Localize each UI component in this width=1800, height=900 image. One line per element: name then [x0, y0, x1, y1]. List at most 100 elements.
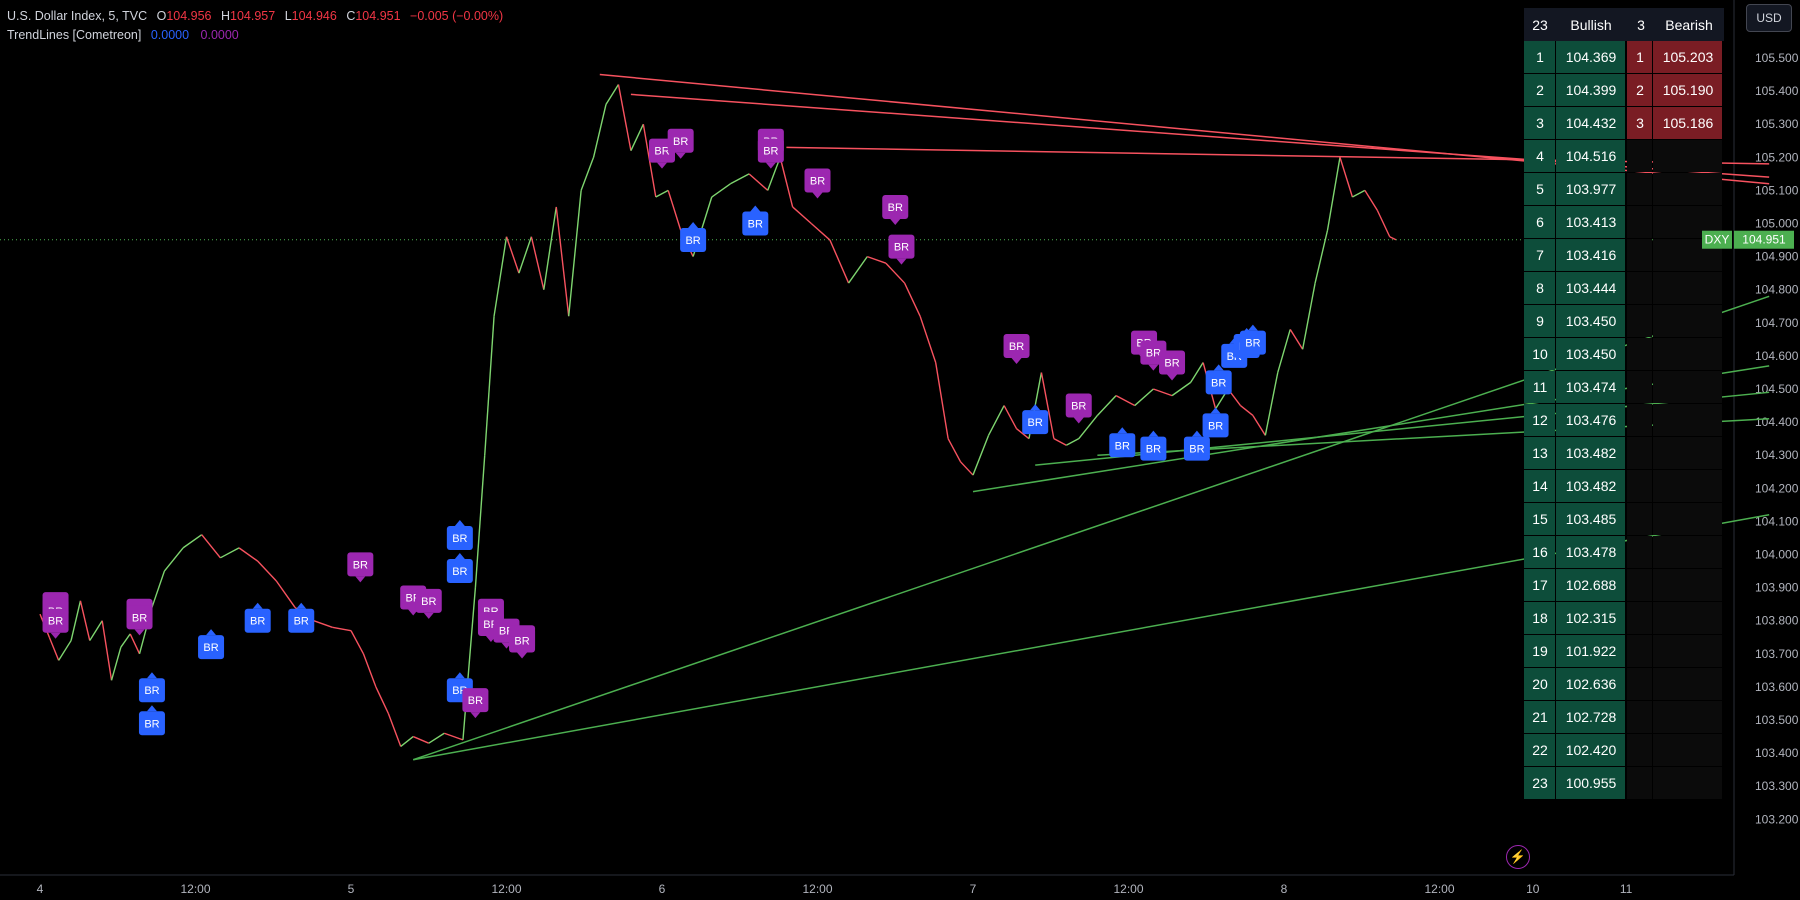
br-marker-label: BR [888, 202, 903, 214]
br-bearish-marker[interactable]: BR [509, 628, 536, 659]
bull-index: 14 [1532, 478, 1548, 494]
br-marker-pointer [1210, 407, 1221, 414]
bear-value-cell [1653, 338, 1722, 370]
br-bullish-marker[interactable]: BR [1205, 364, 1232, 395]
bear-index: 1 [1636, 49, 1644, 65]
bull-index-cell [1524, 734, 1555, 766]
bull-value-cell [1556, 767, 1625, 799]
br-bearish-marker[interactable]: BR [347, 552, 374, 583]
bull-index: 18 [1532, 610, 1548, 626]
br-bullish-marker[interactable]: BR [742, 205, 769, 236]
price-segment [220, 547, 240, 559]
br-bullish-marker[interactable]: BR [1109, 427, 1136, 458]
price-segment [1364, 190, 1378, 211]
price-segment [484, 316, 495, 456]
bull-index: 7 [1536, 247, 1544, 263]
bull-index: 5 [1536, 181, 1544, 197]
bull-index-cell [1524, 602, 1555, 634]
br-bearish-marker[interactable]: BR [1159, 350, 1186, 381]
bull-value-cell [1556, 701, 1625, 733]
bear-index-cell [1627, 437, 1652, 469]
br-marker-box [757, 138, 784, 163]
br-marker-pointer [1247, 324, 1258, 331]
br-marker-label: BR [1028, 417, 1043, 429]
br-bullish-marker[interactable]: BR [680, 222, 707, 253]
bull-index: 21 [1532, 709, 1548, 725]
bull-value: 104.432 [1566, 115, 1617, 131]
br-marker-box [509, 628, 536, 653]
price-segment [1289, 329, 1304, 350]
price-segment [400, 736, 414, 748]
br-bearish-marker[interactable]: BR [888, 234, 915, 265]
price-segment [779, 157, 794, 208]
bear-index-cell [1627, 305, 1652, 337]
br-bullish-marker[interactable]: BR [446, 519, 473, 550]
bull-index-cell [1524, 41, 1555, 73]
br-bearish-marker[interactable]: BR [882, 194, 909, 225]
br-marker-box [138, 678, 165, 703]
bull-index-cell [1524, 404, 1555, 436]
br-marker-label: BR [654, 146, 669, 158]
br-bearish-marker[interactable]: BR [804, 168, 831, 199]
indicator-name[interactable]: TrendLines [Cometreon] [7, 28, 142, 42]
price-segment [257, 560, 277, 582]
br-bullish-marker[interactable]: BR [244, 602, 271, 633]
y-tick-label: 103.500 [1755, 713, 1799, 727]
br-marker-pointer [765, 162, 776, 169]
price-segment [493, 236, 508, 317]
bull-index: 9 [1536, 313, 1544, 329]
symbol-title[interactable]: U.S. Dollar Index, 5, TVC [7, 9, 148, 23]
bear-index-cell [1627, 470, 1652, 502]
br-bullish-marker[interactable]: BR [1202, 407, 1229, 438]
y-tick-label: 104.400 [1755, 415, 1799, 429]
bull-index: 1 [1536, 49, 1544, 65]
price-segment [89, 620, 103, 641]
bull-index-cell [1524, 470, 1555, 502]
price-segment [1096, 395, 1117, 416]
br-bearish-marker[interactable]: BR [415, 588, 442, 619]
y-tick-label: 104.200 [1755, 481, 1799, 495]
br-bearish-marker[interactable]: BR [1065, 393, 1092, 424]
price-segment [655, 189, 669, 198]
price-segment [332, 626, 352, 632]
br-bullish-marker[interactable]: BR [138, 705, 165, 736]
br-bullish-marker[interactable]: BR [288, 602, 315, 633]
br-bearish-marker[interactable]: BR [667, 128, 694, 159]
br-bullish-marker[interactable]: BR [1239, 324, 1266, 355]
price-segment [903, 282, 921, 317]
br-marker-label: BR [1146, 348, 1161, 360]
br-bullish-marker[interactable]: BR [1183, 430, 1210, 461]
br-marker-pointer [355, 576, 366, 583]
bear-index-cell [1627, 404, 1652, 436]
br-bullish-marker[interactable]: BR [1140, 430, 1167, 461]
bear-header: Bearish [1665, 17, 1712, 33]
change-value: −0.005 (−0.00%) [410, 9, 504, 23]
lightning-icon[interactable]: ⚡ [1506, 845, 1530, 869]
br-bearish-marker[interactable]: BR [42, 608, 69, 639]
bull-index: 2 [1536, 82, 1544, 98]
x-tick-label: 7 [970, 882, 977, 896]
y-tick-label: 105.300 [1755, 117, 1799, 131]
br-bearish-marker[interactable]: BR [757, 138, 784, 169]
bear-value: 105.203 [1663, 49, 1714, 65]
br-bullish-marker[interactable]: BR [198, 629, 225, 660]
br-bullish-marker[interactable]: BR [1022, 404, 1049, 435]
br-marker-pointer [1191, 430, 1202, 437]
y-tick-label: 104.900 [1755, 250, 1799, 264]
bear-value-cell [1653, 569, 1722, 601]
bull-index-cell [1524, 503, 1555, 535]
br-marker-pointer [423, 612, 434, 619]
br-marker-box [462, 688, 489, 713]
br-bearish-marker[interactable]: BR [1003, 333, 1030, 364]
br-bullish-marker[interactable]: BR [446, 553, 473, 584]
br-bullish-marker[interactable]: BR [138, 672, 165, 703]
legend-indicator-row[interactable]: TrendLines [Cometreon] 0.0000 0.0000 [7, 26, 503, 45]
br-bearish-marker[interactable]: BR [126, 605, 153, 636]
currency-button[interactable]: USD [1746, 4, 1792, 32]
bear-value-cell [1653, 767, 1722, 799]
br-marker-label: BR [144, 685, 159, 697]
bear-value-cell [1653, 305, 1722, 337]
bear-index: 3 [1636, 115, 1644, 131]
br-bearish-marker[interactable]: BR [462, 688, 489, 719]
